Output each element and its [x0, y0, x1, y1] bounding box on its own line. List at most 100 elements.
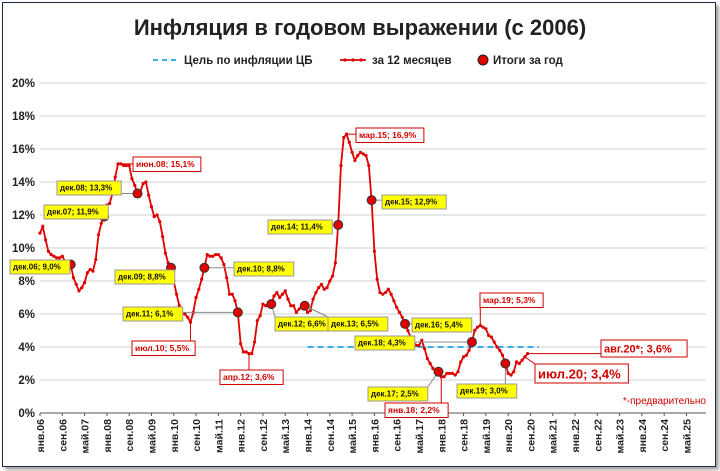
series-point	[400, 315, 404, 319]
series-point	[258, 314, 262, 318]
annotation-box	[267, 219, 333, 235]
series-point	[350, 150, 354, 154]
series-point	[211, 254, 215, 258]
annotations: дек.06; 9,0% дек.07; 11,9% дек.08; 13,3% ию…	[9, 127, 688, 418]
legend-swatch-monthly-dot	[343, 58, 347, 62]
series-point	[91, 269, 95, 273]
annotation-text: дек.19; 3,0%	[460, 387, 508, 396]
annotation-text: апр.12; 3,6%	[223, 372, 275, 382]
series-point	[520, 358, 524, 362]
annotation-text: дек.09; 8,8%	[118, 273, 166, 282]
annotation-box	[9, 259, 71, 275]
y-tick-label: 12%	[12, 210, 35, 222]
series-point	[88, 267, 92, 272]
series-point	[116, 162, 120, 166]
series-point	[431, 366, 435, 371]
series-point	[353, 158, 357, 163]
annotation: дек.18; 4,3%	[354, 335, 416, 351]
annotation-box	[114, 269, 176, 285]
series-point	[163, 251, 167, 255]
annual-point	[199, 262, 210, 273]
series-point	[241, 350, 246, 354]
series-point	[250, 352, 254, 356]
annotation: июл.10; 5,5%	[131, 340, 196, 356]
series-point	[186, 315, 190, 319]
annotation: апр.12; 3,6%	[219, 369, 284, 385]
annotation-box	[327, 316, 389, 332]
annotation-text: дек.15; 12,9%	[385, 198, 437, 207]
annotation: янв.18; 2,2%	[384, 402, 449, 418]
series-point	[52, 254, 56, 258]
annotation-box	[122, 306, 184, 322]
annotation: дек.10; 8,8%	[233, 261, 295, 277]
y-tick-label: 4%	[18, 342, 35, 354]
x-tick-label: май.21	[548, 419, 560, 454]
annotation-box	[534, 363, 629, 384]
series-point	[80, 286, 84, 290]
x-tick-label: сен.14	[325, 419, 337, 452]
series-point	[205, 253, 209, 257]
series-point	[509, 373, 513, 377]
annual-point	[266, 299, 277, 310]
series-point	[272, 294, 276, 298]
series-point	[464, 353, 468, 357]
annotation-box	[384, 402, 449, 418]
series-point	[473, 328, 477, 333]
series-point	[38, 231, 42, 235]
series-point	[489, 335, 494, 339]
series-point	[127, 163, 131, 168]
series-point	[372, 249, 376, 253]
series-point	[420, 338, 424, 342]
annotation-box	[43, 204, 109, 220]
series-point	[74, 282, 78, 286]
series-point	[330, 274, 335, 278]
series-point	[200, 277, 204, 281]
series-point	[227, 292, 232, 296]
annotation: дек.16; 5,4%	[411, 317, 473, 333]
series-point	[500, 353, 505, 357]
series-point	[308, 309, 312, 313]
series-point	[297, 307, 301, 311]
x-tick-label: сен.18	[459, 419, 471, 452]
x-tick-label: сен.12	[258, 419, 270, 452]
legend-label-annual: Итоги за год	[493, 55, 563, 67]
series-point	[108, 201, 112, 206]
series-point	[233, 299, 237, 303]
series-point	[381, 292, 385, 296]
x-tick-label: сен.10	[191, 419, 203, 452]
series-point	[395, 305, 399, 309]
series-point	[453, 373, 457, 377]
annotation: дек.08; 13,3%	[56, 180, 122, 196]
legend: Цель по инфляции ЦБ за 12 месяцев Итоги …	[153, 54, 563, 67]
series-point	[484, 327, 488, 331]
annual-point	[400, 318, 411, 329]
y-axis-ticks: 0% 2% 4% 6% 8% 10% 12% 14% 16% 18% 20%	[12, 78, 35, 420]
annotation: дек.12; 6,6%	[274, 316, 336, 332]
x-tick-label: янв.20	[503, 419, 515, 453]
annotation-text: дек.16; 5,4%	[415, 321, 463, 330]
series-point	[389, 292, 393, 296]
x-tick-label: янв.06	[35, 419, 47, 453]
series-point	[406, 328, 410, 333]
series-point	[252, 340, 257, 344]
series-point	[328, 279, 332, 283]
annotation-box	[381, 194, 447, 210]
annotation-text: дек.12; 6,6%	[278, 320, 326, 329]
series-point	[475, 325, 480, 329]
series-point	[305, 310, 310, 314]
annual-point	[433, 366, 444, 377]
x-tick-label: май.15	[347, 419, 359, 454]
series-point	[456, 370, 460, 374]
series-point	[280, 292, 285, 296]
x-tick-label: сен.06	[57, 419, 69, 452]
series-point	[325, 286, 329, 290]
y-tick-label: 8%	[18, 276, 35, 288]
series-point	[230, 292, 234, 296]
annotation-text: дек.14; 11,4%	[271, 223, 323, 232]
series-points	[38, 132, 530, 379]
series-point	[378, 290, 382, 295]
annual-point	[500, 358, 511, 369]
annotation: дек.15; 12,9%	[381, 194, 447, 210]
annotation: мар.15; 16,9%	[355, 127, 425, 143]
series-point	[383, 290, 388, 295]
